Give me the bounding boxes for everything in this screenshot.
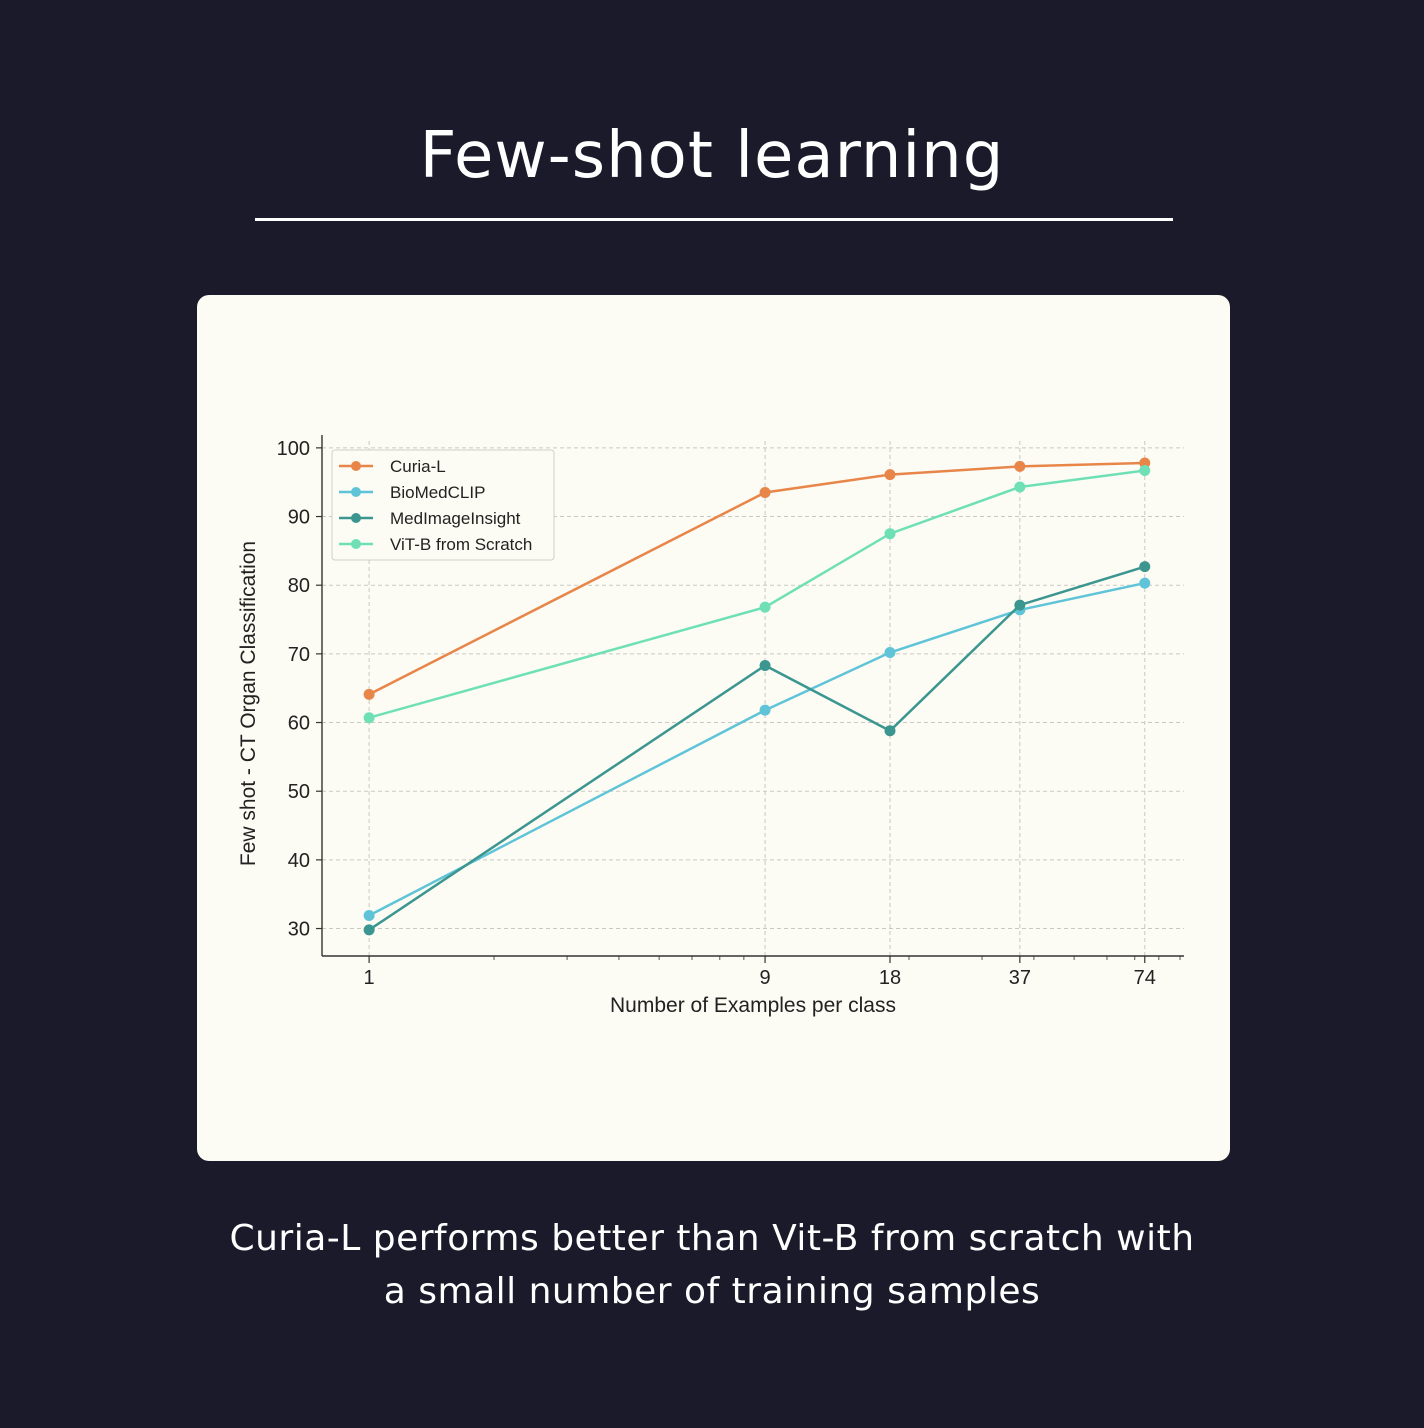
y-axis-label: Few shot - CT Organ Classification [237,541,260,866]
data-point [759,704,771,716]
series-biomedclip [363,577,1151,921]
data-point [363,924,375,936]
data-point [1014,481,1026,493]
legend-item: MedImageInsight [339,509,521,528]
legend-label: Curia-L [390,457,446,476]
x-tick-label: 18 [879,967,901,989]
data-point [759,487,771,498]
data-point [884,646,896,658]
line-chart: 30 40 50 60 70 80 90 100 1 9 18 37 74 Curia-L BioMedC… [237,435,1184,1017]
y-tick-label: 50 [288,781,310,803]
data-point [363,909,375,921]
series [363,457,1151,936]
series-medimageinsight [363,561,1151,936]
axes: 30 40 50 60 70 80 90 100 1 9 18 37 74 [277,435,1184,989]
slide-title: Few-shot learning [419,119,1005,193]
data-point [884,725,896,737]
legend: Curia-L BioMedCLIP MedImageInsight ViT-B fr… [331,449,555,561]
legend-item: ViT-B from Scratch [339,535,532,554]
y-tick-label: 80 [288,575,310,597]
y-tick-label: 60 [288,713,310,735]
y-tick-label: 30 [288,919,310,941]
caption-line-2: a small number of training samples [383,1271,1041,1312]
x-tick-label: 9 [760,967,771,989]
series-curia-l [363,457,1151,700]
x-tick-label: 74 [1134,967,1156,989]
data-point [1139,457,1151,469]
data-point [1014,599,1026,611]
series-line [368,581,1146,917]
y-tick-label: 40 [288,850,310,872]
legend-label: ViT-B from Scratch [390,535,532,554]
data-point [759,601,771,613]
legend-swatch-marker [351,539,361,549]
legend-swatch-marker [351,513,361,523]
data-point [1139,577,1151,589]
chart-card: 30 40 50 60 70 80 90 100 1 9 18 37 74 Curia-L BioMedC… [197,295,1230,1161]
legend-item: Curia-L [339,457,446,476]
series-line [368,565,1146,931]
data-point [759,660,771,672]
legend-swatch-marker [351,461,361,471]
legend-swatch-marker [351,487,361,497]
legend-label: MedImageInsight [390,509,521,528]
legend-label: BioMedCLIP [390,483,485,502]
data-point [363,712,375,724]
data-point [884,528,896,540]
x-tick-label: 1 [364,967,375,989]
legend-item: BioMedCLIP [339,483,485,502]
x-axis-label: Number of Examples per class [610,994,896,1017]
data-point [1139,561,1151,573]
series-vit-b-from-scratch [363,465,1151,724]
caption: Curia-L performs better than Vit-B from … [0,1212,1424,1318]
y-tick-label: 70 [288,644,310,666]
data-point [884,469,896,481]
y-tick-label: 90 [288,507,310,529]
title-divider [255,218,1173,221]
caption-line-1: Curia-L performs better than Vit-B from … [229,1218,1195,1259]
y-tick-label: 100 [277,438,310,460]
data-point [363,688,375,700]
x-tick-label: 37 [1009,967,1031,989]
legend-box [331,449,555,561]
data-point [1139,465,1151,477]
data-point [1014,460,1026,472]
